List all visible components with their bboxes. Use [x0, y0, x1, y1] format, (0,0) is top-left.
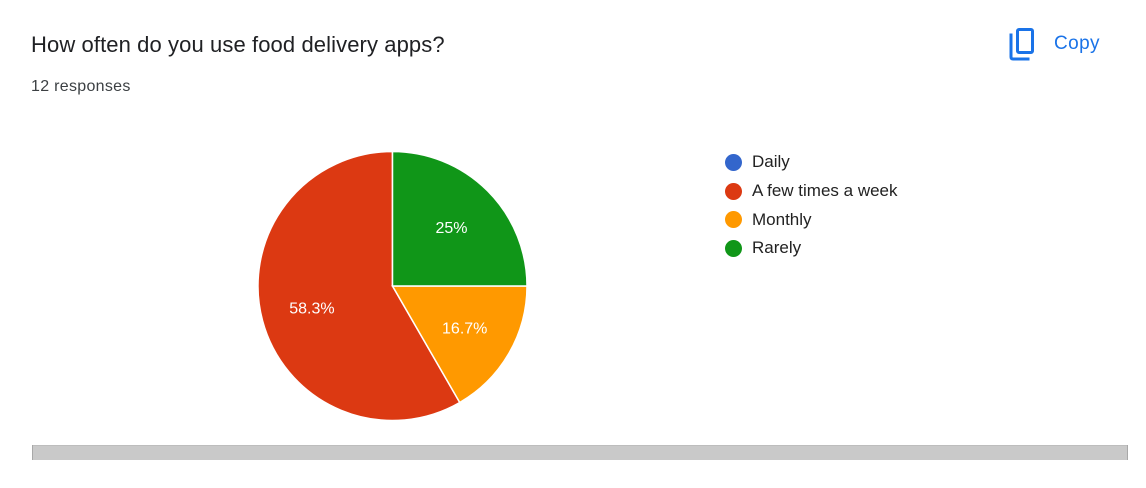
- slice-data-label: 25%: [435, 220, 467, 237]
- pie-slice-rarely[interactable]: [391, 150, 528, 287]
- legend-item[interactable]: Monthly: [725, 205, 898, 234]
- response-count: 12 responses: [31, 78, 131, 95]
- legend-label: Daily: [752, 152, 790, 172]
- legend-swatch: [725, 153, 742, 171]
- legend-item[interactable]: A few times a week: [725, 177, 898, 206]
- page-title: How often do you use food delivery apps?: [31, 32, 445, 57]
- legend-label: Rarely: [752, 238, 802, 258]
- slice-data-label: 16.7%: [442, 321, 487, 338]
- pie-chart: 58.3% 16.7% 25%: [257, 150, 528, 422]
- legend-item[interactable]: Rarely: [725, 234, 898, 263]
- legend-label: A few times a week: [752, 181, 898, 201]
- legend-label: Monthly: [752, 209, 812, 229]
- legend-item[interactable]: Daily: [725, 148, 898, 177]
- legend-swatch: [725, 239, 742, 257]
- pie-slice-monthly[interactable]: [391, 285, 528, 404]
- copy-icon: [1008, 27, 1036, 61]
- legend-swatch: [725, 182, 742, 200]
- copy-button[interactable]: Copy: [1000, 24, 1108, 64]
- horizontal-scrollbar[interactable]: [32, 445, 1128, 460]
- copy-label: Copy: [1054, 33, 1100, 54]
- legend-swatch: [725, 211, 742, 229]
- scrollbar-left-edge: [32, 445, 33, 460]
- chart-legend: Daily A few times a week Monthly Rarely: [725, 148, 898, 263]
- slice-data-label: 58.3%: [289, 301, 334, 318]
- pie-slice-a-few-times-a-week[interactable]: [257, 150, 461, 422]
- scrollbar-right-edge: [1127, 445, 1128, 460]
